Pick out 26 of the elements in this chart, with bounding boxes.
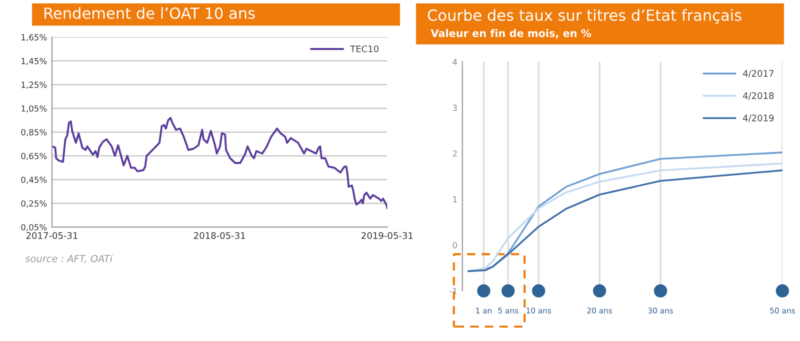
x-tick-label: 2017-05-31 (26, 232, 78, 239)
y-tick-label: 1,05% (22, 105, 47, 113)
legend-label: 4/2018 (742, 92, 774, 100)
y-tick-label: 0,85% (21, 129, 47, 136)
source-note: source : AFT, OATi (25, 254, 113, 264)
legend-label: 4/2017 (742, 70, 774, 78)
y-tick-label: 0,65% (21, 152, 47, 160)
y-tick-label: 2 (452, 150, 457, 157)
chart-subtitle: Valeur en fin de mois, en % (430, 29, 592, 38)
y-tick-label: 1 (453, 196, 457, 202)
y-tick-label: 0,05% (21, 224, 47, 232)
y-tick-label: 1,45% (22, 58, 47, 66)
x-tick-label: 2019-05-31 (362, 232, 413, 239)
legend-label: TEC10 (350, 45, 378, 52)
y-tick-label: 0 (452, 242, 457, 248)
y-tick-label: 0,45% (21, 176, 47, 184)
y-tick-label: 0,25% (21, 200, 47, 208)
y-tick-label: 3 (452, 104, 457, 111)
chart-title: Rendement de l’OAT 10 ans (44, 7, 255, 19)
y-tick-label: 1,65% (22, 34, 47, 42)
y-tick-label: 4 (452, 58, 458, 65)
chart-title: Courbe des taux sur titres d’Etat français (428, 9, 742, 24)
legend-label: 4/2019 (742, 114, 774, 122)
line-series (52, 116, 388, 210)
y-tick-label: 1,25% (22, 82, 47, 89)
x-tick-label: 2018-05-31 (194, 232, 245, 239)
